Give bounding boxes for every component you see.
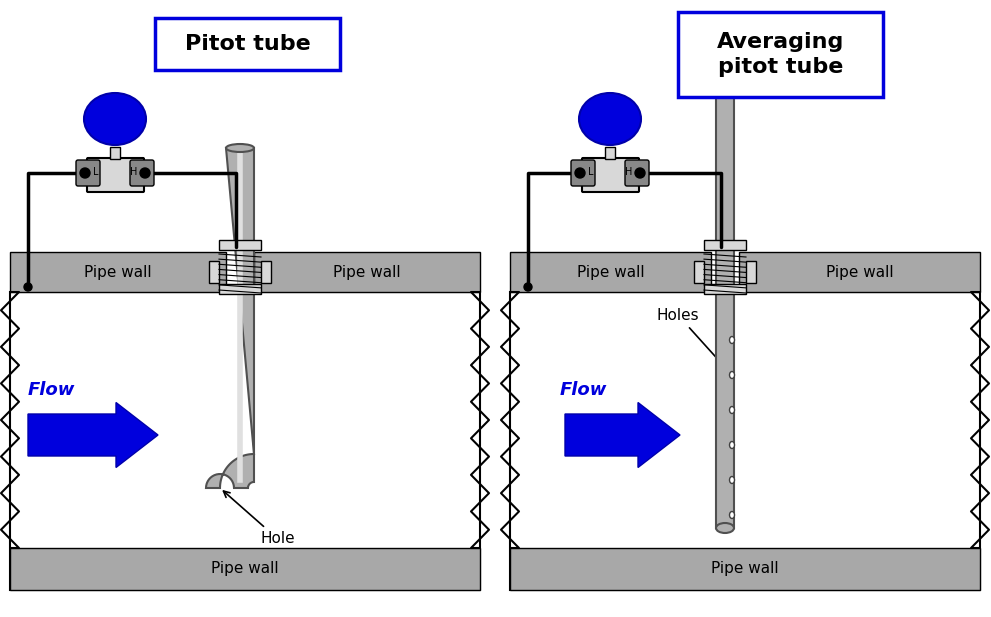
Text: Holes: Holes: [657, 308, 729, 371]
Bar: [716, 80, 734, 528]
Circle shape: [635, 168, 645, 178]
Bar: [739, 252, 980, 292]
Text: Pipe wall: Pipe wall: [211, 561, 278, 576]
Ellipse shape: [729, 476, 734, 484]
Bar: [605, 147, 615, 159]
Bar: [10, 292, 480, 590]
FancyBboxPatch shape: [625, 160, 649, 186]
Ellipse shape: [729, 442, 734, 449]
Bar: [694, 261, 704, 283]
Bar: [510, 292, 980, 590]
Bar: [704, 284, 746, 294]
Bar: [10, 252, 226, 292]
Text: Averaging
pitot tube: Averaging pitot tube: [716, 32, 844, 77]
Bar: [219, 284, 261, 294]
Circle shape: [80, 168, 90, 178]
Circle shape: [575, 168, 585, 178]
Bar: [510, 252, 711, 292]
FancyBboxPatch shape: [582, 158, 639, 192]
Text: Pipe wall: Pipe wall: [333, 265, 400, 280]
Bar: [219, 240, 261, 250]
Bar: [209, 261, 219, 283]
Text: Pipe wall: Pipe wall: [826, 265, 893, 280]
Bar: [704, 240, 746, 250]
FancyBboxPatch shape: [571, 160, 595, 186]
Text: L: L: [93, 167, 99, 177]
FancyArrow shape: [565, 402, 680, 468]
Ellipse shape: [716, 523, 734, 533]
Bar: [746, 261, 756, 283]
Ellipse shape: [729, 511, 734, 518]
Bar: [261, 261, 271, 283]
FancyBboxPatch shape: [87, 158, 144, 192]
Ellipse shape: [729, 336, 734, 344]
Ellipse shape: [579, 93, 641, 145]
FancyBboxPatch shape: [155, 18, 340, 70]
Circle shape: [24, 283, 32, 291]
Text: Flow: Flow: [28, 381, 75, 399]
Polygon shape: [206, 148, 254, 488]
Text: Hole: Hole: [224, 491, 294, 546]
Bar: [110, 147, 120, 159]
Ellipse shape: [729, 407, 734, 413]
Ellipse shape: [716, 75, 734, 85]
FancyBboxPatch shape: [76, 160, 100, 186]
Text: Pipe wall: Pipe wall: [577, 265, 644, 280]
Text: Pipe wall: Pipe wall: [84, 265, 152, 280]
Text: H: H: [625, 167, 632, 177]
FancyBboxPatch shape: [678, 12, 883, 97]
Text: Flow: Flow: [560, 381, 607, 399]
Text: Pipe wall: Pipe wall: [712, 561, 779, 576]
Ellipse shape: [226, 144, 254, 152]
Ellipse shape: [84, 93, 146, 145]
FancyBboxPatch shape: [130, 160, 154, 186]
Ellipse shape: [729, 371, 734, 378]
Bar: [10, 548, 480, 590]
Circle shape: [524, 283, 532, 291]
Bar: [254, 252, 480, 292]
Text: Pitot tube: Pitot tube: [184, 34, 310, 54]
Circle shape: [140, 168, 150, 178]
Text: L: L: [589, 167, 594, 177]
Bar: [510, 548, 980, 590]
FancyArrow shape: [28, 402, 158, 468]
Text: H: H: [130, 167, 138, 177]
